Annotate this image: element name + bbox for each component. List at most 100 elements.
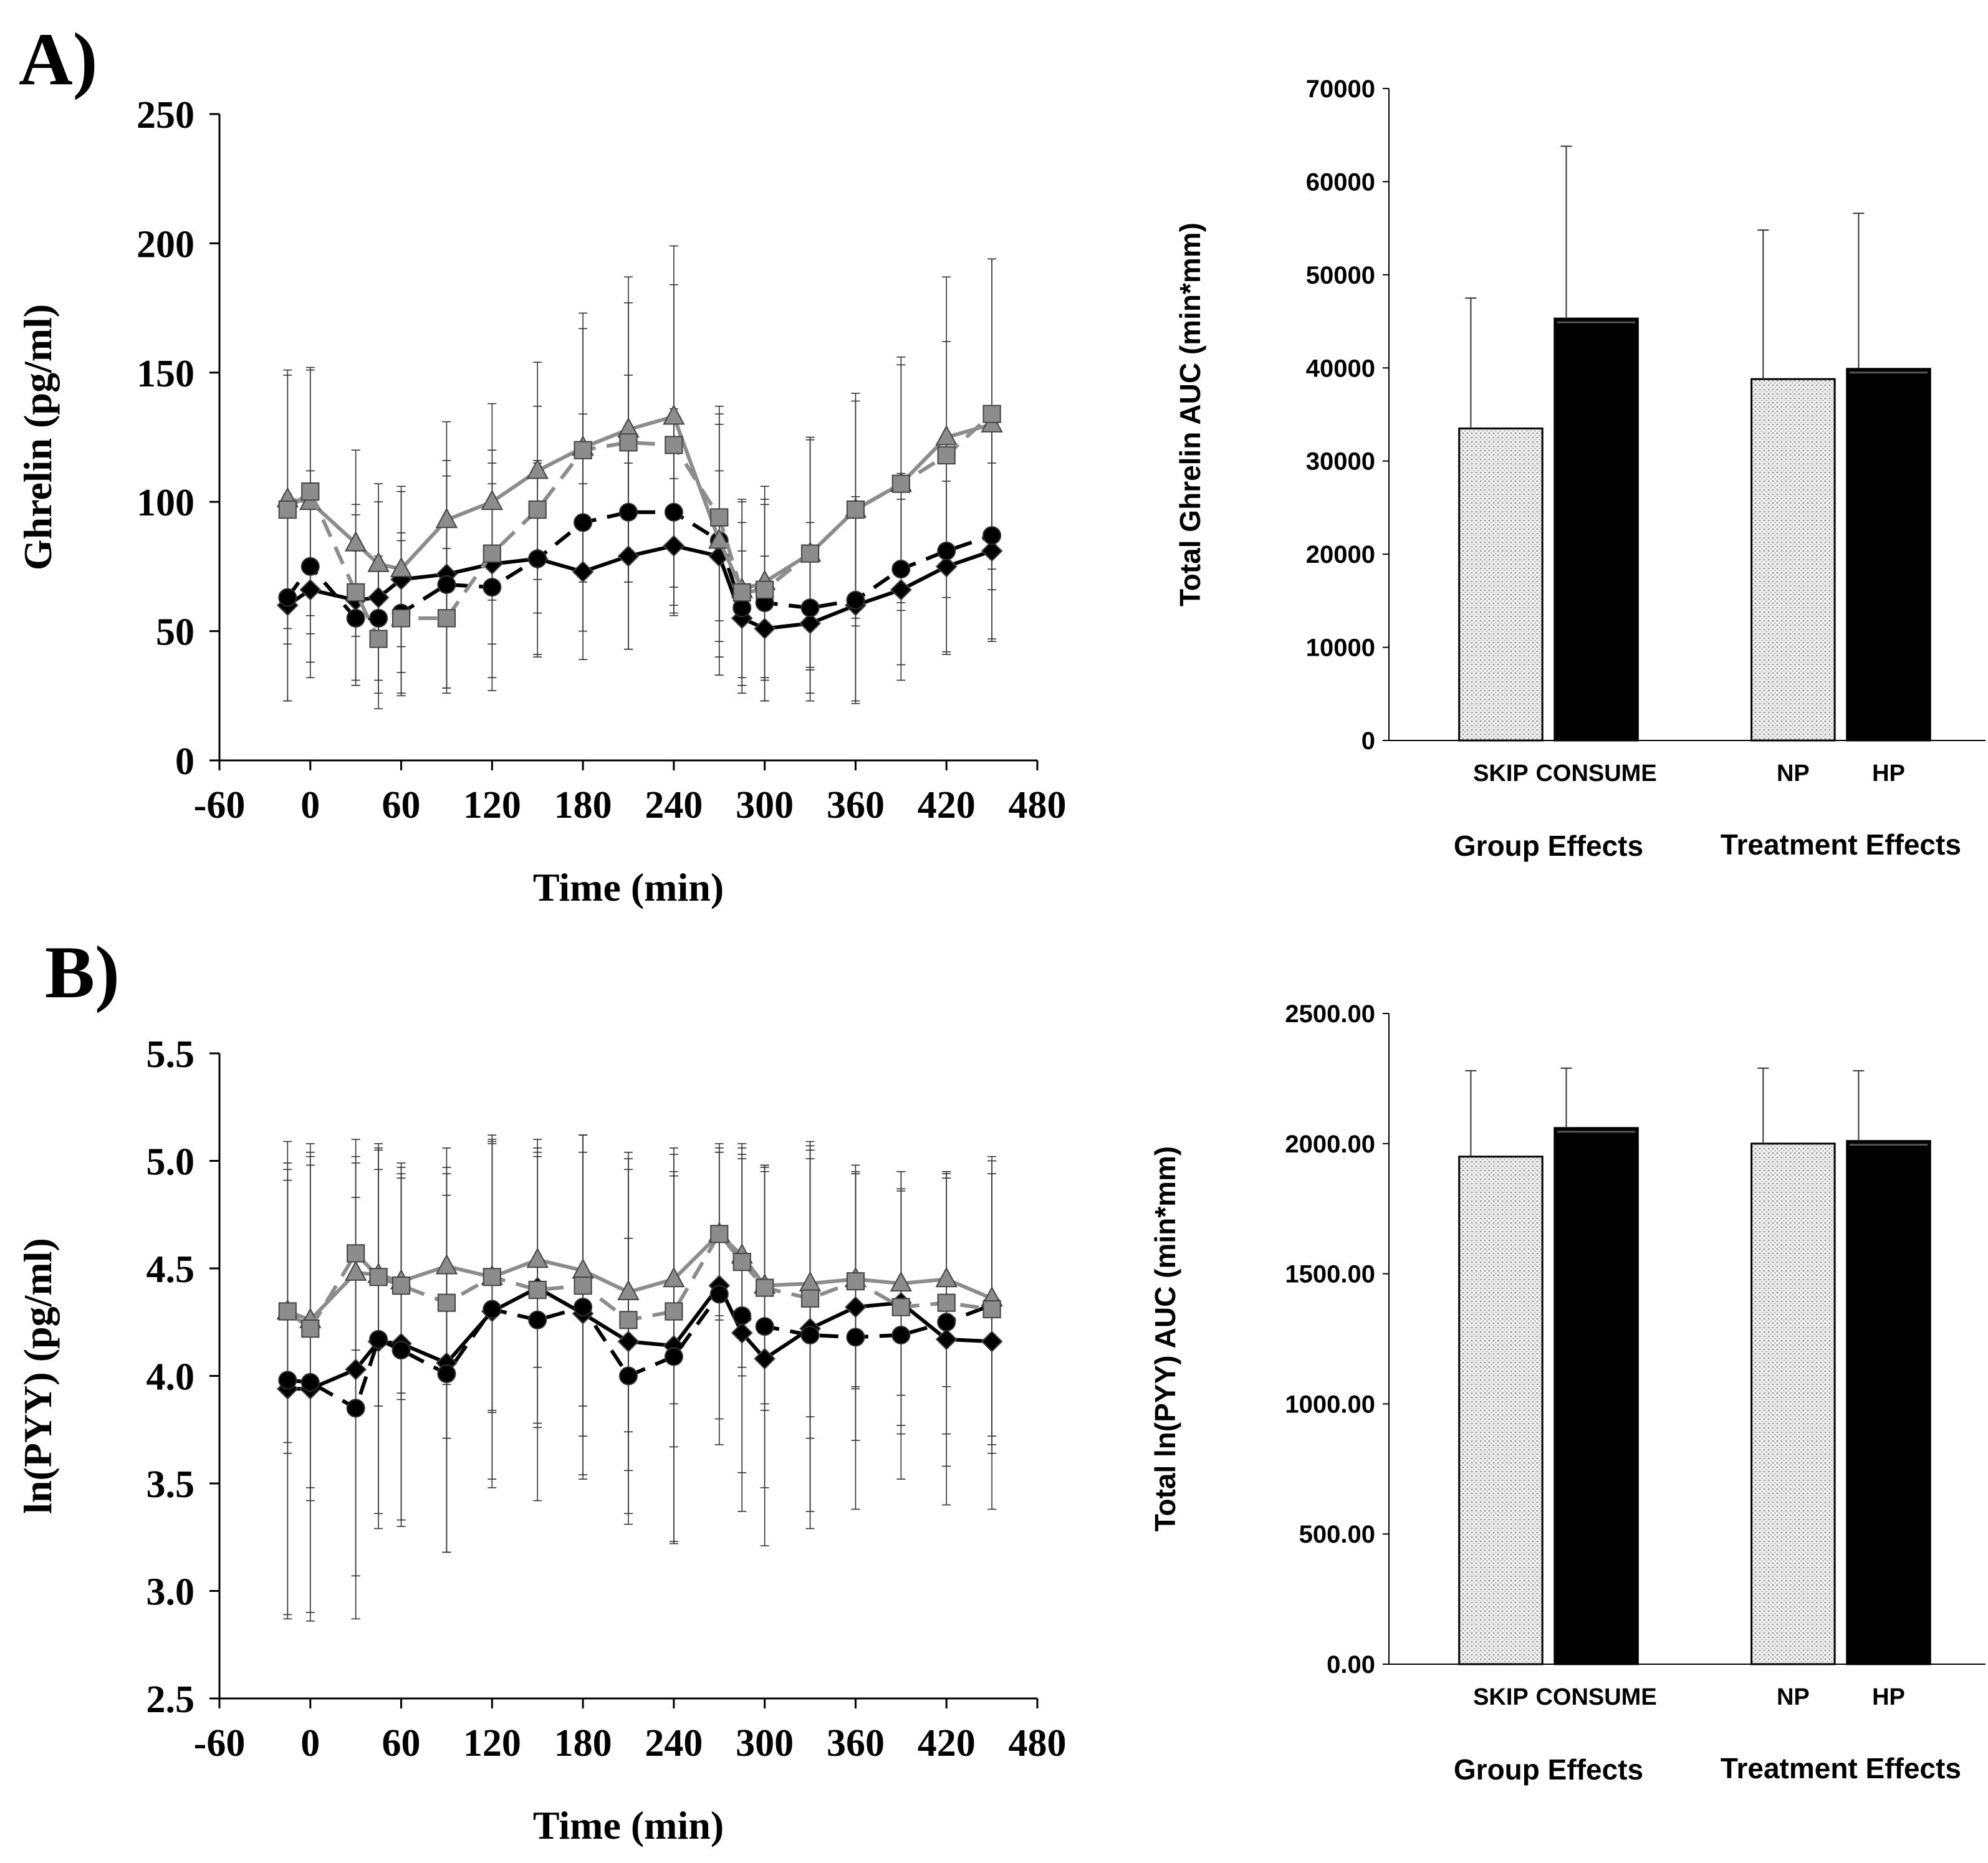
data-point-black-circle	[369, 608, 388, 628]
data-point-gray-square	[982, 1300, 1001, 1319]
data-point-black-circle	[278, 588, 297, 607]
data-point-black-diamond	[345, 1358, 367, 1381]
data-point-black-diamond	[754, 1348, 776, 1370]
chart-ghrelin-auc: 0 10000 20000 30000 40000 50000 60000 70000 SKIP…	[1174, 75, 1986, 862]
x-tick-label: 360	[827, 1722, 885, 1765]
x-tick-label: -60	[194, 1722, 246, 1765]
data-point-black-circle	[891, 560, 911, 579]
data-point-black-circle	[891, 1325, 911, 1344]
data-point-gray-square	[437, 609, 456, 628]
y-tick-label: 40000	[1306, 355, 1375, 382]
category-label: CONSUME	[1535, 760, 1656, 787]
data-point-black-diamond	[890, 578, 912, 601]
data-point-black-circle	[346, 1399, 365, 1418]
data-point-gray-square	[800, 544, 820, 563]
data-point-black-circle	[391, 1341, 411, 1360]
data-point-gray-square	[732, 1253, 751, 1272]
data-point-gray-square	[710, 1225, 729, 1243]
y-tick-label: 200	[137, 223, 194, 266]
data-point-black-circle	[732, 598, 752, 618]
data-point-black-circle	[937, 1313, 956, 1332]
data-point-black-circle	[574, 513, 593, 532]
y-tick-label: 1000.00	[1285, 1391, 1375, 1418]
data-point-gray-square	[732, 583, 751, 601]
data-point-black-circle	[732, 1306, 752, 1325]
data-point-gray-triangle	[367, 552, 390, 572]
data-point-black-diamond	[799, 612, 821, 635]
y-tick-label: 30000	[1306, 448, 1375, 476]
data-point-gray-square	[619, 1311, 638, 1329]
data-point-gray-square	[278, 500, 297, 519]
data-point-black-diamond	[617, 545, 640, 567]
data-point-gray-square	[982, 405, 1001, 423]
x-tick-label: 300	[736, 784, 794, 826]
data-point-black-circle	[346, 608, 365, 628]
data-point-gray-square	[574, 1276, 592, 1295]
data-point-black-circle	[664, 1347, 683, 1366]
x-tick-label: 300	[736, 1722, 794, 1765]
data-point-black-circle	[574, 1298, 593, 1317]
data-point-gray-square	[619, 433, 638, 452]
group-label: Group Effects	[1454, 1753, 1643, 1786]
data-point-gray-triangle	[663, 1267, 685, 1288]
x-axis-title: Time (min)	[533, 865, 724, 909]
x-tick-label: 60	[382, 784, 421, 826]
series-line-gray-square	[286, 412, 994, 641]
data-point-gray-triangle	[390, 557, 413, 578]
data-point-black-diamond	[935, 555, 958, 578]
y-tick-label: 3.5	[146, 1463, 195, 1506]
data-point-gray-triangle	[526, 1247, 549, 1268]
data-point-black-diamond	[367, 587, 390, 609]
data-point-black-circle	[483, 1300, 502, 1319]
data-point-gray-square	[483, 1268, 501, 1286]
data-point-gray-square	[301, 1319, 320, 1338]
data-point-gray-square	[574, 441, 592, 459]
data-point-black-diamond	[299, 578, 322, 601]
x-tick-label: 240	[645, 784, 703, 826]
data-point-black-diamond	[845, 1296, 867, 1318]
y-tick-label: 2000.00	[1285, 1131, 1375, 1158]
data-point-black-circle	[300, 1372, 320, 1392]
y-axis-title: Total ln(PYY) AUC (min*mm)	[1149, 1146, 1181, 1531]
category-label: HP	[1872, 1684, 1905, 1710]
x-tick-label: 480	[1009, 1722, 1067, 1765]
x-tick-label: 420	[918, 784, 976, 826]
data-point-black-circle	[755, 1317, 774, 1336]
data-point-gray-square	[301, 482, 320, 501]
data-point-black-circle	[800, 1325, 820, 1344]
data-point-gray-square	[665, 1302, 683, 1321]
x-tick-label: 180	[554, 1722, 612, 1765]
x-tick-label: 60	[382, 1722, 421, 1765]
panel-label-b: B)	[45, 931, 120, 1013]
chart-pyy-auc: 0.00 500.00 1000.00 1500.00 2000.00 2500.00 SK…	[1149, 1000, 1986, 1786]
x-tick-label: 360	[827, 784, 885, 826]
x-tick-label: 0	[300, 784, 320, 826]
y-tick-label: 1500.00	[1285, 1261, 1375, 1288]
y-tick-label: 20000	[1306, 541, 1375, 568]
y-tick-label: 0	[175, 740, 194, 783]
data-point-gray-triangle	[344, 1260, 367, 1281]
data-point-black-diamond	[754, 618, 776, 639]
data-point-gray-square	[528, 1280, 547, 1300]
bar-skip	[1458, 1156, 1544, 1665]
data-point-gray-square	[528, 500, 547, 519]
y-tick-label: 4.5	[146, 1248, 195, 1291]
data-point-gray-square	[369, 630, 388, 648]
data-point-gray-triangle	[435, 507, 458, 529]
data-point-black-diamond	[981, 540, 1003, 562]
data-point-gray-square	[846, 1272, 865, 1291]
panel-label-a: A)	[19, 17, 98, 100]
data-point-black-circle	[528, 1310, 547, 1329]
y-tick-label: 5.5	[146, 1033, 195, 1076]
x-tick-label: 420	[918, 1722, 976, 1765]
data-point-black-circle	[619, 1366, 638, 1386]
data-point-gray-square	[846, 500, 865, 519]
data-point-gray-square	[665, 436, 683, 454]
y-tick-label: 500.00	[1299, 1521, 1375, 1548]
category-label: SKIP	[1473, 1684, 1529, 1710]
data-point-black-diamond	[731, 1322, 753, 1344]
data-point-gray-triangle	[617, 1280, 640, 1300]
data-point-gray-triangle	[935, 424, 958, 446]
